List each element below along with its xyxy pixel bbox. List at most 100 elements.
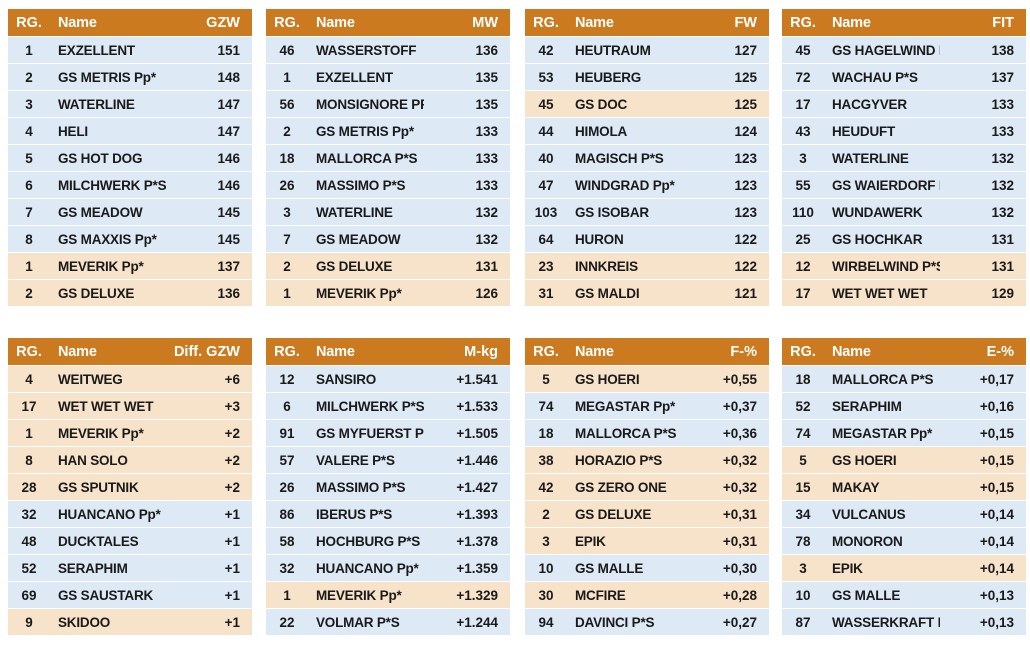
rank-cell: 42	[538, 42, 554, 58]
rank-cell: 3	[799, 560, 807, 576]
rank-cell: 44	[538, 123, 554, 139]
table-row: 5 GS HOERI +0,15	[782, 446, 1026, 473]
name-cell: HAN SOLO	[58, 452, 128, 468]
value-cell: +0,32	[722, 479, 757, 495]
name-cell: MONORON	[832, 533, 903, 549]
rank-cell: 6	[283, 398, 291, 414]
table-row: 56 MONSIGNORE PP* 135	[266, 90, 510, 117]
name-cell: SANSIRO	[316, 371, 377, 387]
name-cell: HORAZIO P*S	[575, 452, 663, 468]
value-cell: 146	[217, 177, 240, 193]
value-cell: +0,16	[979, 398, 1014, 414]
ranking-table: RG. Name E-% 18 MALLORCA P*S +0,17 52 SERAPHIM +…	[782, 338, 1026, 635]
value-cell: +2	[224, 425, 240, 441]
table-row: 3 WATERLINE 132	[782, 144, 1026, 171]
rank-cell: 15	[795, 479, 811, 495]
rank-cell: 110	[792, 204, 814, 220]
rank-cell: 28	[21, 479, 37, 495]
table-row: 103 GS ISOBAR 123	[525, 198, 769, 225]
rank-cell: 17	[795, 285, 811, 301]
table-row: 74 MEGASTAR Pp* +0,15	[782, 419, 1026, 446]
value-cell: 131	[475, 258, 498, 274]
table-row: 34 VULCANUS +0,14	[782, 500, 1026, 527]
value-cell: +2	[224, 452, 240, 468]
table-row: 7 GS MEADOW 132	[266, 225, 510, 252]
value-cell: +0,55	[722, 371, 757, 387]
name-cell: MASSIMO P*S	[316, 177, 406, 193]
value-cell: +6	[224, 371, 240, 387]
value-cell: 148	[217, 69, 240, 85]
table-row: 3 EPIK +0,31	[525, 527, 769, 554]
name-cell: MEVERIK Pp*	[58, 258, 144, 274]
rank-cell: 103	[534, 204, 558, 220]
table-row: 53 HEUBERG 125	[525, 63, 769, 90]
rank-cell: 58	[279, 533, 295, 549]
table-row: 45 GS DOC 125	[525, 90, 769, 117]
name-cell: GS WAIERDORF Pp*	[832, 177, 940, 193]
table-row: 2 GS METRIS Pp* 148	[8, 63, 252, 90]
value-cell: +0,14	[979, 506, 1014, 522]
value-cell: 136	[475, 42, 498, 58]
header-rank: RG.	[274, 343, 300, 360]
table-row: 42 HEUTRAUM 127	[525, 36, 769, 63]
name-cell: MEVERIK Pp*	[316, 587, 402, 603]
name-cell: GS MAXXIS Pp*	[58, 231, 157, 247]
table-row: 2 GS DELUXE 131	[266, 252, 510, 279]
rank-cell: 91	[279, 425, 295, 441]
name-cell: WIRBELWIND P*S	[832, 258, 940, 274]
rank-cell: 52	[21, 560, 37, 576]
rank-cell: 87	[795, 614, 811, 630]
table-row: 72 WACHAU P*S 137	[782, 63, 1026, 90]
name-cell: EPIK	[575, 533, 606, 549]
value-cell: 133	[991, 96, 1014, 112]
name-cell: GS HOERI	[575, 371, 640, 387]
table-row: 1 EXZELLENT 135	[266, 63, 510, 90]
rank-cell: 12	[795, 258, 811, 274]
table-row: 2 GS DELUXE +0,31	[525, 500, 769, 527]
table-row: 6 MILCHWERK P*S 146	[8, 171, 252, 198]
value-cell: 132	[475, 231, 498, 247]
table-header: RG. Name M-kg	[266, 338, 510, 365]
ranking-table: RG. Name Diff. GZW 4 WEITWEG +6 17 WET WET WET +…	[8, 338, 252, 635]
value-cell: 132	[475, 204, 498, 220]
table-header: RG. Name FW	[525, 9, 769, 36]
value-cell: 138	[991, 42, 1014, 58]
value-cell: 125	[734, 96, 757, 112]
rank-cell: 48	[21, 533, 37, 549]
name-cell: GS MALLE	[832, 587, 901, 603]
name-cell: GS MALDI	[575, 285, 640, 301]
table-row: 55 GS WAIERDORF Pp* 132	[782, 171, 1026, 198]
table-row: 45 GS HAGELWIND Pp* 138	[782, 36, 1026, 63]
table-row: 78 MONORON +0,14	[782, 527, 1026, 554]
rank-cell: 10	[538, 560, 554, 576]
value-cell: 132	[991, 177, 1014, 193]
value-cell: 125	[734, 69, 757, 85]
table-row: 42 GS ZERO ONE +0,32	[525, 473, 769, 500]
table-header: RG. Name MW	[266, 9, 510, 36]
value-cell: +0,28	[722, 587, 757, 603]
header-value: GZW	[206, 14, 240, 31]
name-cell: GS DELUXE	[58, 285, 135, 301]
value-cell: +1.505	[456, 425, 498, 441]
header-rank: RG.	[16, 14, 42, 31]
name-cell: GS METRIS Pp*	[316, 123, 414, 139]
rank-cell: 45	[795, 42, 811, 58]
table-row: 3 EPIK +0,14	[782, 554, 1026, 581]
name-cell: WATERLINE	[58, 96, 135, 112]
table-header: RG. Name GZW	[8, 9, 252, 36]
name-cell: GS MYFUERST PP*	[316, 425, 424, 441]
value-cell: 136	[217, 285, 240, 301]
rank-cell: 26	[279, 479, 295, 495]
name-cell: VALERE P*S	[316, 452, 395, 468]
table-row: 31 GS MALDI 121	[525, 279, 769, 306]
rank-cell: 57	[279, 452, 295, 468]
table-row: 94 DAVINCI P*S +0,27	[525, 608, 769, 635]
value-cell: +1	[224, 506, 240, 522]
value-cell: +3	[224, 398, 240, 414]
rank-cell: 12	[279, 371, 295, 387]
name-cell: SERAPHIM	[58, 560, 128, 576]
table-row: 26 MASSIMO P*S +1.427	[266, 473, 510, 500]
value-cell: +0,31	[722, 533, 757, 549]
name-cell: VULCANUS	[832, 506, 906, 522]
value-cell: 137	[217, 258, 240, 274]
